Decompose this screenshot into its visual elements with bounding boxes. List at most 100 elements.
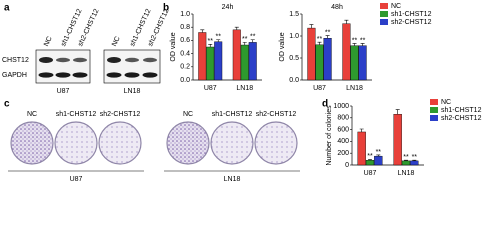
error-bar [208,44,213,47]
y-tick-label: 1000 [333,103,349,110]
error-bar [325,35,330,39]
x-tick-label: U87 [313,85,326,92]
bar [342,23,351,81]
panel-label: b [163,3,169,14]
x-tick-label: LN18 [346,85,363,92]
colony-plate [98,121,142,165]
y-axis-label: OD value [170,32,177,61]
y-tick-label: 400 [337,138,349,145]
blot-band [125,57,139,63]
lane-label: NC [111,35,122,47]
error-bar [376,154,381,157]
error-bar [344,19,349,24]
y-axis-label: Number of colonies [326,105,333,166]
significance: ** [325,29,331,36]
colony-plate [254,121,298,165]
significance: ** [250,34,256,41]
legend-label: sh2-CHST12 [441,115,482,122]
bar [365,160,375,166]
error-bar [395,109,400,115]
colony-plate [210,121,254,165]
error-bar [309,24,314,29]
blot-band [72,72,88,78]
colony-plate [166,121,210,165]
blot-band [56,57,70,63]
blot-frame [103,49,161,84]
legend-label: sh2-CHST12 [391,19,432,26]
error-bar [359,128,364,132]
y-tick-label: 600 [337,126,349,133]
blot-band [106,72,122,78]
row-label: CHST12 [2,57,29,64]
error-bar [216,39,221,42]
significance: ** [360,37,366,44]
legend-swatch [380,3,388,9]
bar [248,42,257,81]
significance: ** [215,34,221,41]
bar [401,160,411,166]
bar [358,45,367,81]
x-tick-label: U87 [204,85,217,92]
bar [240,44,249,81]
group-label: U87 [57,88,70,95]
bar [315,44,324,81]
plate-label: sh2-CHST12 [100,111,141,118]
plate-label: NC [27,111,37,118]
chart-title: 24h [222,4,234,11]
bar [198,32,207,81]
blot-band [142,72,158,78]
blot-band [73,57,87,63]
legend-label: sh1-CHST12 [391,11,432,18]
y-tick-label: 0.6 [180,37,190,44]
legend-label: sh1-CHST12 [441,107,482,114]
y-tick-label: 1.0 [289,33,299,40]
bar [307,27,316,81]
blot-band [55,72,71,78]
plate-label: sh2-CHST12 [256,111,297,118]
significance: ** [242,36,248,43]
panel-label: d [322,99,328,110]
significance: ** [208,38,214,45]
y-tick-label: 0.5 [289,55,299,62]
bar [393,114,402,166]
significance: ** [376,149,382,156]
plate-label: NC [183,111,193,118]
group-label: U87 [70,176,83,183]
error-bar [250,39,255,43]
legend-label: NC [391,3,401,10]
error-bar [412,159,417,161]
bar [232,29,241,81]
y-tick-label: 1.0 [180,11,190,18]
group-label: LN18 [224,176,241,183]
significance: ** [403,154,409,161]
y-axis-label: OD value [279,32,286,61]
plate-label: sh1-CHST12 [212,111,253,118]
blot-band [143,57,157,63]
significance: ** [367,153,373,160]
x-tick-label: LN18 [236,85,253,92]
row-label: GAPDH [2,72,27,79]
y-tick-label: 1.5 [289,11,299,18]
error-bar [360,43,365,46]
y-tick-label: 0.0 [180,77,190,84]
error-bar [234,26,239,30]
significance: ** [352,37,358,44]
significance: ** [412,154,418,161]
legend-swatch [430,99,438,105]
error-bar [352,43,357,46]
blot-band [107,57,121,63]
significance: ** [317,36,323,43]
bar [374,155,383,166]
group-label: LN18 [124,88,141,95]
plate-label: sh1-CHST12 [56,111,97,118]
y-tick-label: 0.0 [289,77,299,84]
error-bar [242,42,247,46]
legend-swatch [430,107,438,113]
panel-label: c [4,99,10,110]
blot-band [39,57,53,63]
lane-label: NC [43,35,54,47]
colony-plate [10,121,54,165]
x-tick-label: U87 [364,170,377,177]
error-bar [368,159,372,161]
